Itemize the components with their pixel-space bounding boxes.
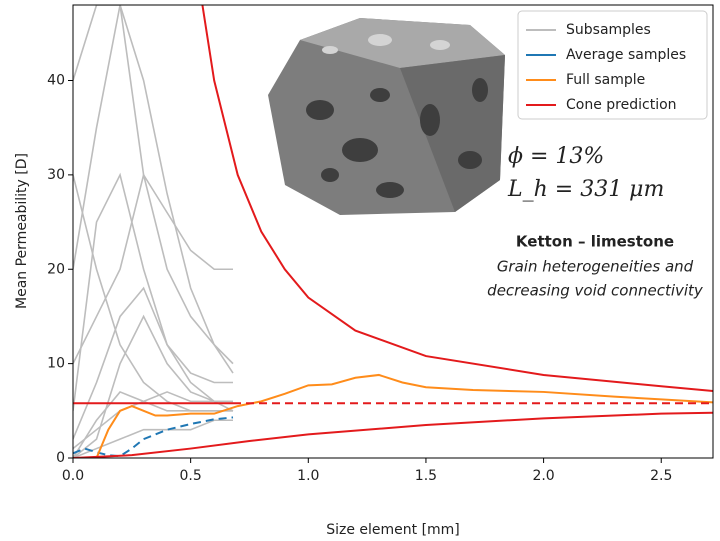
x-tick-label: 2.0 [532, 468, 554, 484]
rock-image [268, 18, 505, 215]
y-tick-label: 10 [47, 356, 65, 372]
x-tick-label: 0.0 [62, 468, 84, 484]
annotation: L_h = 331 μm [507, 177, 664, 202]
x-tick-label: 0.5 [180, 468, 202, 484]
legend-label: Subsamples [566, 22, 651, 38]
x-tick-label: 1.5 [415, 468, 437, 484]
y-tick-label: 20 [47, 261, 65, 277]
x-tick-label: 1.0 [297, 468, 319, 484]
y-axis-label: Mean Permeability [D] [14, 153, 30, 309]
subsample-line [73, 288, 233, 439]
y-tick-label: 40 [47, 73, 65, 89]
legend: Subsamples Average samples Full sample Cone… [518, 11, 707, 119]
x-axis-label: Size element [mm] [326, 522, 460, 538]
legend-label: Full sample [566, 72, 645, 88]
legend-label: Cone prediction [566, 97, 677, 113]
y-tick-label: 0 [56, 450, 65, 466]
series-line [97, 375, 713, 458]
annotation: decreasing void connectivity [487, 282, 704, 300]
y-tick-label: 30 [47, 167, 65, 183]
annotation: Ketton – limestone [516, 233, 674, 251]
cone-lower [73, 413, 713, 458]
chart: Size element [mm] Mean Permeability [D] … [0, 0, 720, 541]
annotation: Grain heterogeneities and [497, 258, 694, 276]
annotation: ϕ = 13% [508, 144, 604, 169]
legend-label: Average samples [566, 47, 686, 63]
x-tick-label: 2.5 [650, 468, 672, 484]
